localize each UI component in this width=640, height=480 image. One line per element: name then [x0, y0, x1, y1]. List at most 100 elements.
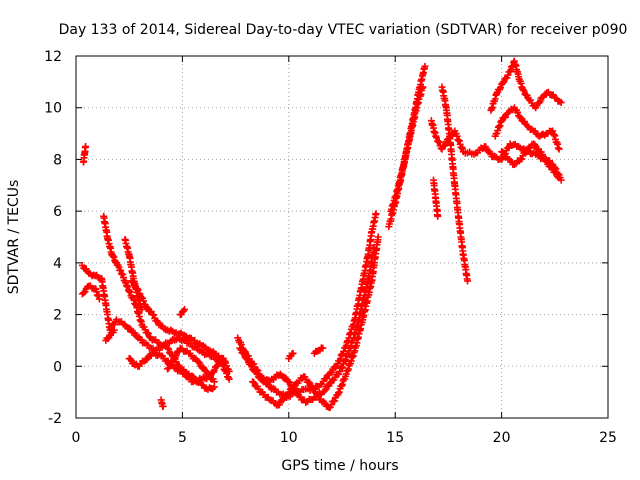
- x-tick-label: 20: [493, 430, 511, 446]
- series-s15: [285, 349, 297, 363]
- plot-frame: [75, 55, 609, 419]
- series-track-segment: [538, 130, 549, 139]
- series-track-segment: [335, 344, 349, 365]
- series-track-segment: [531, 127, 542, 140]
- series-track-segment: [86, 282, 98, 293]
- series-track-segment: [197, 347, 212, 359]
- series-s5: [102, 326, 118, 344]
- series-s23: [491, 104, 563, 153]
- series-track-segment: [131, 360, 140, 369]
- series-track-segment: [105, 236, 116, 258]
- series-track-segment: [293, 374, 306, 387]
- series-track-segment: [142, 339, 157, 352]
- series-track-segment: [207, 363, 219, 378]
- series-track-segment: [326, 391, 341, 411]
- series-track-segment: [126, 253, 137, 280]
- series-track-segment: [159, 402, 167, 410]
- series-track-segment: [100, 214, 111, 242]
- series-track-segment: [549, 130, 562, 152]
- series-track-segment: [182, 333, 195, 342]
- x-tick-label: 25: [599, 430, 617, 446]
- series-track-segment: [259, 388, 272, 401]
- y-tick-label: 2: [53, 308, 62, 324]
- series-track-segment: [122, 279, 132, 294]
- series-track-segment: [400, 135, 414, 167]
- series-track-segment: [288, 350, 296, 358]
- series-track-segment: [174, 329, 187, 339]
- series-track-segment: [494, 79, 507, 94]
- series-track-segment: [191, 336, 204, 348]
- series-track-segment: [316, 344, 325, 354]
- series-track-segment: [186, 350, 200, 363]
- series-track-segment: [216, 354, 227, 363]
- series-track-segment: [360, 272, 373, 302]
- series-track-segment: [114, 318, 127, 328]
- series-track-segment: [351, 316, 367, 352]
- series-track-segment: [512, 157, 523, 168]
- series-track-segment: [98, 276, 114, 331]
- series-track-segment: [499, 110, 511, 122]
- series-track-segment: [199, 342, 212, 354]
- series-track-segment: [320, 380, 334, 395]
- series-track-segment: [195, 358, 209, 373]
- series-s22: [487, 57, 565, 114]
- series-track-segment: [413, 84, 426, 108]
- series-track-segment: [171, 347, 183, 362]
- series-track-segment: [439, 136, 451, 150]
- series-track-segment: [109, 252, 120, 266]
- series-track-segment: [525, 140, 536, 152]
- series-track-segment: [337, 351, 351, 372]
- series-s16: [310, 344, 327, 357]
- grid: [76, 56, 608, 418]
- series-track-segment: [326, 362, 340, 377]
- series-track-segment: [452, 130, 466, 153]
- series-track-segment: [358, 255, 371, 292]
- series-track-segment: [520, 87, 532, 102]
- series-track-segment: [144, 304, 155, 316]
- series-track-segment: [135, 357, 146, 370]
- series-track-segment: [93, 271, 104, 283]
- series-track-segment: [278, 372, 291, 385]
- series-track-segment: [518, 117, 530, 128]
- series-track-segment: [295, 391, 308, 404]
- series-track-segment: [343, 317, 358, 347]
- series-track-segment: [353, 296, 367, 330]
- series-track-segment: [81, 144, 89, 157]
- series-track-segment: [128, 278, 138, 289]
- series-track-segment: [368, 236, 382, 284]
- series-track-segment: [80, 151, 88, 165]
- series-track-segment: [191, 375, 204, 386]
- series-track-segment: [460, 254, 471, 283]
- series-track-segment: [275, 391, 289, 409]
- series-track-segment: [455, 220, 467, 258]
- series-track-segment: [343, 349, 358, 375]
- x-tick-label: 0: [72, 430, 81, 446]
- series-track-segment: [388, 188, 401, 213]
- series-track-segment: [515, 75, 526, 92]
- series-track-segment: [139, 323, 153, 341]
- series-track-segment: [461, 148, 476, 158]
- y-axis-label: SDTVAR / TECUs: [6, 180, 22, 295]
- series-s24: [498, 140, 563, 179]
- series-track-segment: [86, 270, 98, 280]
- x-tick-label: 5: [178, 430, 187, 446]
- series-track-segment: [208, 348, 221, 360]
- series-track-segment: [176, 335, 191, 347]
- series-s19: [430, 176, 442, 220]
- series-track-segment: [132, 285, 143, 297]
- series-track-segment: [159, 352, 172, 365]
- series-track-segment: [113, 261, 124, 274]
- x-axis-label: GPS time / hours: [281, 458, 398, 474]
- y-tick-label: 10: [44, 101, 62, 117]
- series-track-segment: [180, 307, 187, 315]
- series-track-segment: [165, 326, 178, 337]
- series-track-segment: [432, 197, 441, 219]
- series-track-segment: [501, 68, 513, 83]
- series-s20: [438, 83, 472, 285]
- y-tick-label: -2: [48, 411, 62, 427]
- series-track-segment: [309, 384, 324, 403]
- series-track-segment: [364, 229, 375, 260]
- series-track-segment: [304, 395, 317, 405]
- series-track-segment: [122, 323, 136, 336]
- series-s14: [249, 233, 382, 412]
